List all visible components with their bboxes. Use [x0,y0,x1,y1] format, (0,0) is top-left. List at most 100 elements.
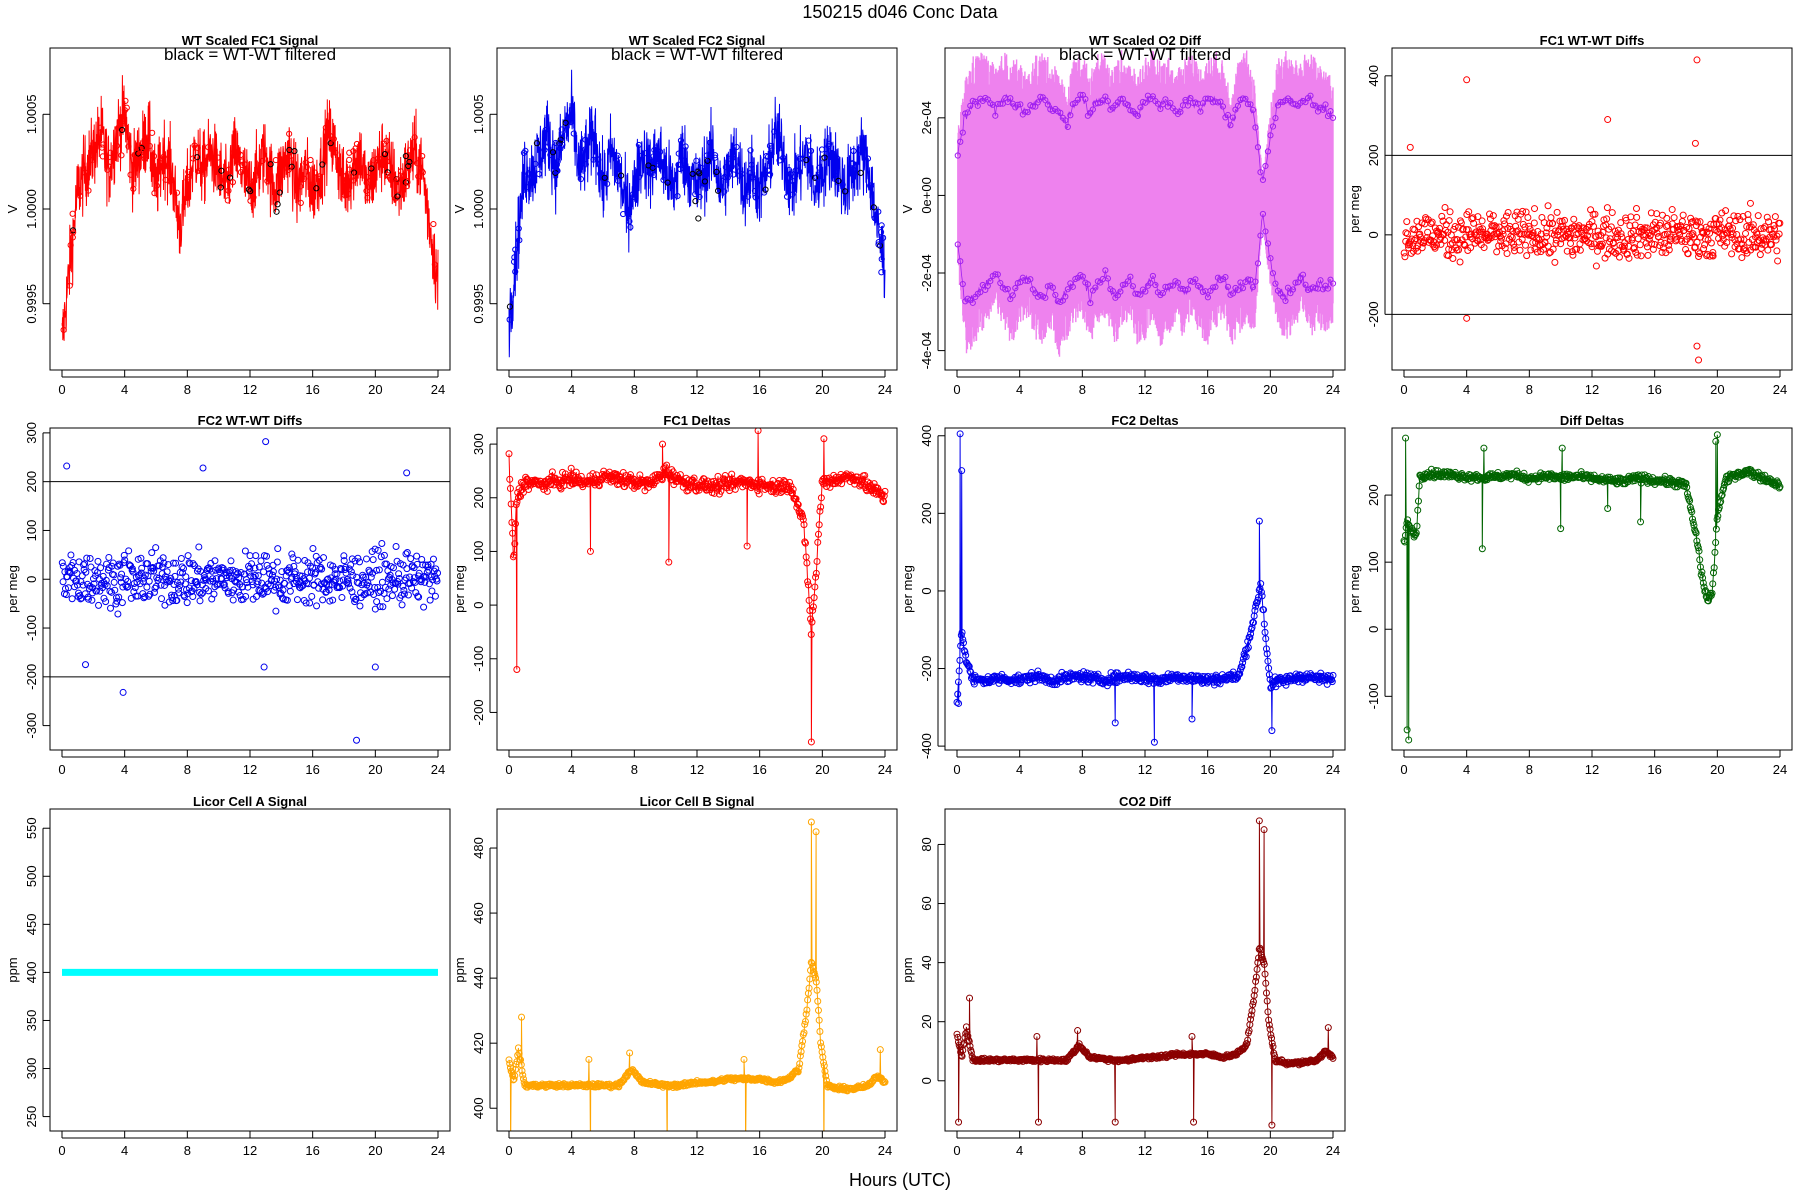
data-point [169,559,177,567]
signal-point [184,176,191,183]
signal-point [60,326,67,334]
y-tick-label: 100 [471,541,486,563]
data-point [1647,209,1655,217]
data-point [352,595,360,603]
signal-point [316,173,323,180]
data-point [408,584,416,592]
signal-point [406,158,413,166]
series-point [1239,659,1247,667]
series-point [1558,444,1566,452]
data-point [106,587,114,595]
signal-point [765,167,772,174]
y-axis-label: ppm [452,957,467,982]
y-tick-label: 200 [471,487,486,509]
x-tick-label: 12 [690,1143,704,1158]
signal-point [692,198,699,205]
outlier-point [1406,143,1414,151]
series-point [513,666,521,673]
signal-point [150,153,158,160]
series-point [1402,434,1410,442]
data-point [155,574,163,582]
y-tick-label: 500 [24,865,39,887]
envelope-point [1057,109,1064,116]
plot-area [50,438,450,744]
series-point [1689,515,1697,523]
series-point [661,463,669,471]
signal-point [543,143,551,150]
signal-point [787,170,794,178]
signal-point [307,156,314,164]
data-point [423,568,431,576]
series-point [1111,1118,1119,1126]
data-point [114,610,122,618]
signal-point [875,238,882,246]
data-point [102,598,110,606]
x-axis-label: Hours (UTC) [849,1170,951,1190]
data-point [1436,224,1444,232]
data-point [422,573,430,581]
signal-point [363,179,370,187]
data-point [1716,216,1724,224]
data-point [269,568,277,576]
series-point [665,558,673,566]
data-point [1486,210,1494,218]
series-point [1329,1054,1337,1062]
series-point [777,488,785,496]
signal-point [597,170,604,177]
data-point [1457,219,1465,227]
series-point [796,1060,804,1068]
signal-point [682,163,689,170]
y-tick-label: 0 [919,587,934,594]
data-point [210,590,218,598]
data-point [1722,207,1730,215]
x-tick-label: 16 [752,1143,766,1158]
envelope-point [1009,292,1016,299]
data-point [80,561,88,569]
signal-point [570,130,577,137]
data-point [376,603,384,611]
signal-point [191,142,198,149]
data-point [1479,225,1487,233]
data-point [165,576,173,584]
signal-point [748,161,755,168]
data-point [399,582,407,590]
series-point [1094,670,1102,678]
data-point [343,579,351,587]
x-tick-label: 24 [1773,762,1787,777]
signal-point [107,149,114,156]
x-tick-label: 4 [1016,1143,1023,1158]
signal-point [733,143,740,151]
data-point [345,580,353,588]
signal-point [308,181,315,188]
x-tick-label: 16 [752,382,766,397]
data-point [234,569,242,577]
signal-point [604,180,611,187]
series-point [1709,580,1717,588]
series-point [808,618,816,626]
data-point [384,575,392,583]
data-point [1474,213,1482,221]
signal-point [878,269,885,276]
data-point [390,564,398,572]
plot-frame [944,427,1346,751]
x-tick-label: 8 [1079,762,1086,777]
signal-point [301,175,308,182]
series-point [506,1060,514,1068]
series-point [1111,719,1119,727]
envelope-point [969,299,976,306]
signal-point [104,166,111,173]
envelope-point [1249,284,1257,291]
signal-point [346,166,353,173]
envelope-point [1062,293,1069,300]
signal-point [590,156,597,163]
data-point [1744,216,1752,224]
data-point [314,578,322,586]
y-tick-label: 460 [471,902,486,924]
signal-line [61,75,439,341]
envelope-point [1044,101,1051,108]
panel-title: WT Scaled FC1 Signal [182,33,319,48]
envelope-point [1227,122,1234,129]
data-point [1651,240,1659,248]
